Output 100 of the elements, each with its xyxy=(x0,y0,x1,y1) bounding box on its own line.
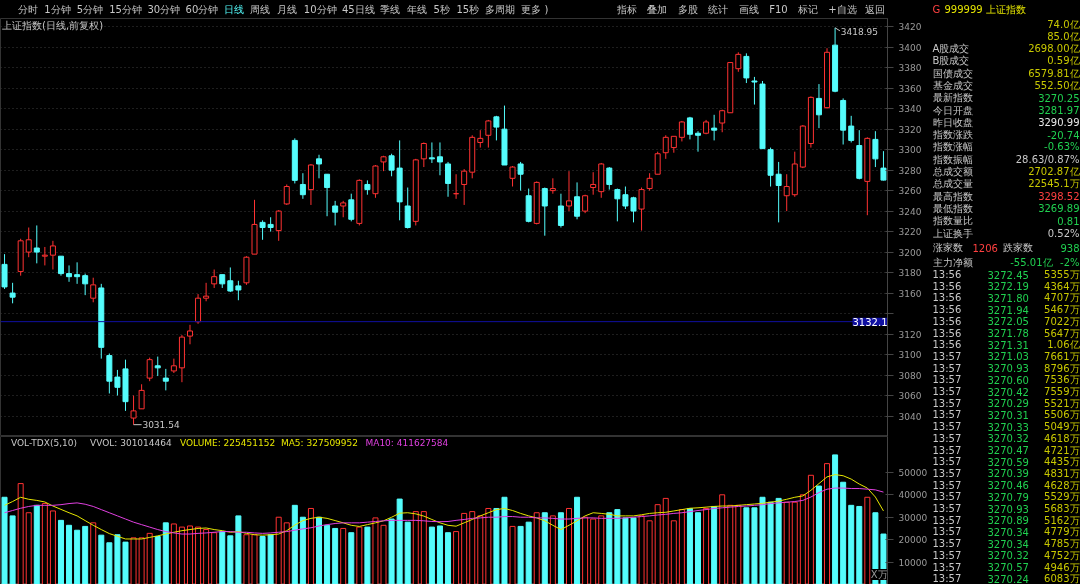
y-tick-label: 20000 xyxy=(898,535,928,546)
text: 1.06亿 xyxy=(1047,339,1080,351)
text: 涨家数 xyxy=(932,242,963,253)
text: 13:57 xyxy=(932,503,962,514)
text: 叠加 xyxy=(647,4,668,15)
text: 4946万 xyxy=(1044,561,1080,573)
text: 2698.00亿 xyxy=(1028,43,1080,54)
text: 13:57 xyxy=(932,397,962,409)
text: 6579.81亿 xyxy=(1028,67,1080,79)
text: 3271.03 xyxy=(987,351,1029,363)
text: 5467万 xyxy=(1044,304,1080,316)
text: 13:57 xyxy=(932,479,962,491)
text: 4752万 xyxy=(1044,549,1080,561)
text: 3272.05 xyxy=(987,316,1029,328)
text: 13:57 xyxy=(932,374,962,386)
text: 3270.60 xyxy=(987,374,1029,386)
text: 3270.57 xyxy=(987,562,1029,573)
text: 统计 xyxy=(708,4,729,15)
y-tick-label: 3260 xyxy=(898,186,922,197)
text: 更多 ) xyxy=(521,4,549,15)
text: 28.63/0.87% xyxy=(1015,153,1080,165)
text: 13:57 xyxy=(932,421,962,433)
y-tick-label: 3320 xyxy=(898,124,922,135)
y-tick-label: 3180 xyxy=(898,268,922,279)
text: -2% xyxy=(1060,257,1080,268)
text: -55.01亿 xyxy=(1010,257,1053,268)
text: 3270.32 xyxy=(987,550,1029,562)
text: 1206 xyxy=(972,242,998,254)
y-tick-label: 40000 xyxy=(898,490,928,501)
text: 3271.31 xyxy=(987,339,1029,351)
text: 3290.99 xyxy=(1038,117,1080,129)
text: 标记 xyxy=(796,4,818,15)
text: 总成交额 xyxy=(931,166,973,177)
text: 多周期 xyxy=(485,4,516,15)
text: 周线 xyxy=(250,4,271,15)
text: 4721万 xyxy=(1044,444,1080,456)
text: 13:56 xyxy=(932,280,962,292)
annotation: MA10: 411627584 xyxy=(365,437,449,448)
text: 3271.78 xyxy=(987,328,1029,339)
text: 4831万 xyxy=(1044,467,1080,479)
text: 13:56 xyxy=(932,304,962,316)
text: 总成交量 xyxy=(931,178,973,190)
text: 5506万 xyxy=(1044,409,1080,421)
text: 3298.52 xyxy=(1038,191,1080,203)
y-tick-label: 10000 xyxy=(898,557,928,568)
text: 多股 xyxy=(677,4,698,15)
text: 3269.89 xyxy=(1038,203,1080,215)
text: 13:57 xyxy=(932,350,962,362)
text: 13:56 xyxy=(932,327,962,339)
text: 返回 xyxy=(864,4,885,15)
text: 5521万 xyxy=(1044,397,1080,409)
text: 938 xyxy=(1060,242,1080,254)
text: 3281.97 xyxy=(1038,105,1080,116)
y-tick-label: 50000 xyxy=(898,467,928,478)
text: 4618万 xyxy=(1044,432,1080,444)
text: 最高指数 xyxy=(932,190,973,202)
text: 7536万 xyxy=(1044,374,1080,386)
y-tick-label: 3100 xyxy=(898,350,922,361)
text: 4435万 xyxy=(1044,456,1080,468)
text: 3270.93 xyxy=(987,363,1029,375)
y-tick-label: 30000 xyxy=(898,512,928,523)
text: 4707万 xyxy=(1044,292,1080,304)
text: 国债成交 xyxy=(932,67,973,79)
text: 13:57 xyxy=(932,456,962,468)
text: F10 xyxy=(769,4,788,15)
text: 13:57 xyxy=(932,514,962,526)
text: 昨日收盘 xyxy=(932,116,973,128)
text: 3270.25 xyxy=(1038,92,1080,104)
text: 3270.89 xyxy=(987,515,1029,527)
text: 13:57 xyxy=(932,491,962,503)
text: 上证换手 xyxy=(932,227,973,239)
text: 3271.80 xyxy=(987,292,1029,304)
chart-title: VOL-TDX(5,10) xyxy=(10,437,77,448)
text: 13:56 xyxy=(932,315,962,327)
annotation: VOLUME: 225451152 xyxy=(180,437,276,448)
y-tick-label: 3340 xyxy=(898,104,922,115)
annotation: MA5: 327509952 xyxy=(280,437,359,448)
text: 7559万 xyxy=(1044,386,1080,397)
text: 22545.1万 xyxy=(1028,178,1080,190)
y-tick-label: 3420 xyxy=(898,22,922,33)
text: 13:56 xyxy=(932,292,962,304)
text: 3270.24 xyxy=(987,573,1029,584)
text: 13:57 xyxy=(932,561,962,573)
text: 15分钟 xyxy=(109,4,142,15)
y-tick-label: 3360 xyxy=(898,83,922,94)
text: 85.0亿 xyxy=(1047,31,1080,42)
text: 主力净额 xyxy=(932,257,973,268)
text: 最新指数 xyxy=(932,92,973,104)
y-tick-label: 3380 xyxy=(898,63,922,74)
y-tick-label: 3200 xyxy=(898,247,922,258)
text: 3270.93 xyxy=(987,503,1029,515)
text: 13:57 xyxy=(932,432,962,444)
y-tick-label: 3300 xyxy=(898,145,922,156)
text: 13:56 xyxy=(932,269,962,280)
text: 60分钟 xyxy=(185,4,219,15)
y-tick-label: 3240 xyxy=(898,206,922,217)
text: 3270.59 xyxy=(987,456,1029,468)
text: 74.0亿 xyxy=(1047,19,1080,30)
text: 4779万 xyxy=(1044,526,1080,538)
text: 0.81 xyxy=(1057,215,1080,227)
